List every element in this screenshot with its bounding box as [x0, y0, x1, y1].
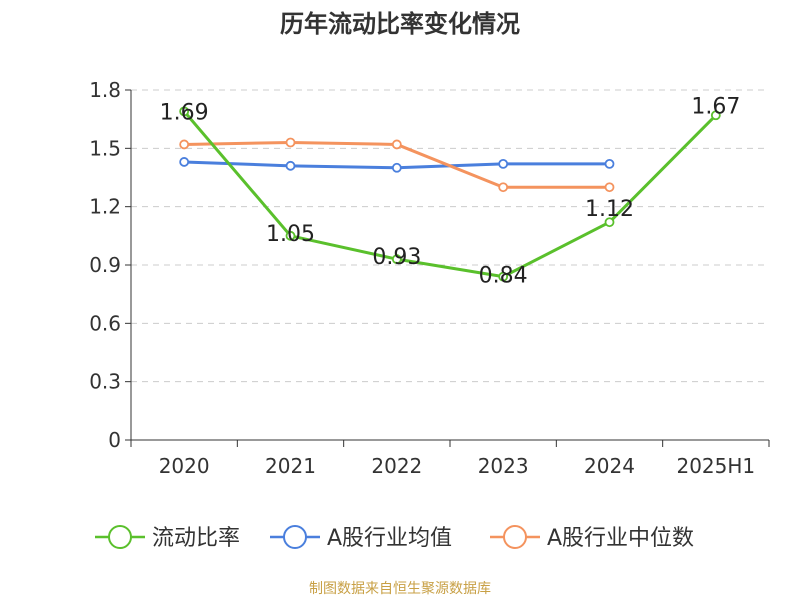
data-point	[179, 106, 190, 117]
series-layer	[179, 106, 721, 282]
data-point	[604, 158, 615, 169]
y-tick-label: 1.5	[89, 136, 121, 160]
data-point	[285, 137, 296, 148]
y-tick-label: 1.2	[89, 195, 121, 219]
legend-label: A股行业中位数	[547, 526, 694, 551]
data-label: 1.05	[266, 222, 315, 247]
x-tick-label: 2021	[265, 454, 316, 478]
data-label: 1.69	[160, 100, 209, 125]
x-tick-label: 2025H1	[676, 454, 755, 478]
data-label: 0.84	[479, 264, 528, 289]
data-point	[285, 160, 296, 171]
x-tick-label: 2023	[478, 454, 529, 478]
data-point	[285, 230, 296, 241]
series-1	[179, 157, 615, 173]
y-tick-label: 1.8	[89, 78, 121, 102]
data-point	[498, 158, 509, 169]
series-line	[183, 110, 717, 279]
legend-label: A股行业均值	[327, 526, 452, 551]
data-label: 0.93	[372, 245, 421, 270]
x-tick-label: 2022	[371, 454, 422, 478]
data-label: 1.12	[585, 197, 634, 222]
data-label: 1.67	[691, 94, 740, 119]
x-tick-label: 2020	[159, 454, 210, 478]
legend-marker	[283, 525, 307, 549]
data-point	[710, 110, 721, 121]
series-2	[179, 137, 615, 193]
data-point	[498, 182, 509, 193]
y-tick-label: 0.6	[89, 311, 121, 335]
source-note: 制图数据来自恒生聚源数据库	[309, 581, 491, 597]
data-point	[391, 162, 402, 173]
grid	[131, 89, 769, 383]
data-point	[391, 139, 402, 150]
chart-title: 历年流动比率变化情况	[280, 10, 520, 38]
legend-marker	[108, 525, 132, 549]
axes: 0 0.3 0.6 0.9 1.2 1.5 1.8 2020 2021 2022 2023 2024 2…	[89, 78, 770, 478]
data-point	[391, 254, 402, 265]
data-point	[179, 139, 190, 150]
data-point	[179, 157, 190, 167]
y-tick-label: 0	[108, 428, 121, 452]
legend-item-0[interactable]: 流动比率	[95, 525, 240, 551]
legend-marker	[503, 525, 527, 549]
legend-item-1[interactable]: A股行业均值	[270, 525, 452, 551]
data-point	[604, 182, 615, 193]
series-0	[179, 106, 721, 282]
legend[interactable]: 流动比率 A股行业均值 A股行业中位数	[95, 525, 694, 551]
data-point	[604, 217, 615, 228]
data-labels: 1.69 1.05 0.93 0.84 1.12 1.67	[160, 94, 741, 288]
y-tick-label: 0.3	[89, 370, 121, 394]
data-point	[498, 271, 509, 282]
x-tick-label: 2024	[584, 454, 635, 478]
legend-item-2[interactable]: A股行业中位数	[490, 525, 694, 551]
legend-label: 流动比率	[152, 526, 240, 551]
y-tick-label: 0.9	[89, 253, 121, 277]
